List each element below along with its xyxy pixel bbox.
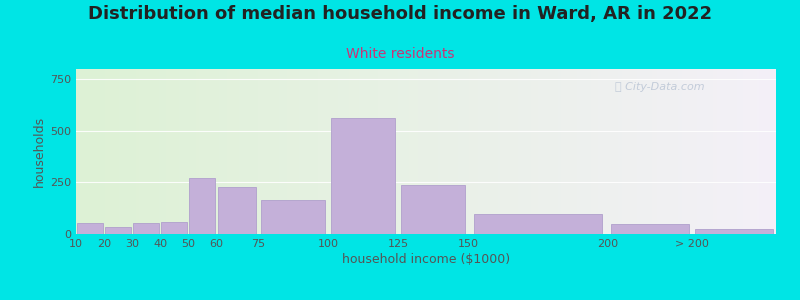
Text: ⓘ City-Data.com: ⓘ City-Data.com bbox=[615, 82, 705, 92]
Bar bbox=[133, 223, 159, 234]
Bar bbox=[331, 118, 395, 234]
Bar bbox=[105, 227, 131, 234]
Bar bbox=[695, 229, 773, 234]
Bar bbox=[161, 222, 187, 234]
Bar bbox=[77, 223, 103, 234]
Bar bbox=[189, 178, 215, 234]
Bar bbox=[218, 187, 256, 234]
Bar bbox=[261, 200, 326, 234]
Bar bbox=[474, 214, 602, 234]
Text: Distribution of median household income in Ward, AR in 2022: Distribution of median household income … bbox=[88, 4, 712, 22]
X-axis label: household income ($1000): household income ($1000) bbox=[342, 253, 510, 266]
Bar bbox=[401, 184, 466, 234]
Text: White residents: White residents bbox=[346, 46, 454, 61]
Bar bbox=[611, 224, 689, 234]
Y-axis label: households: households bbox=[33, 116, 46, 187]
